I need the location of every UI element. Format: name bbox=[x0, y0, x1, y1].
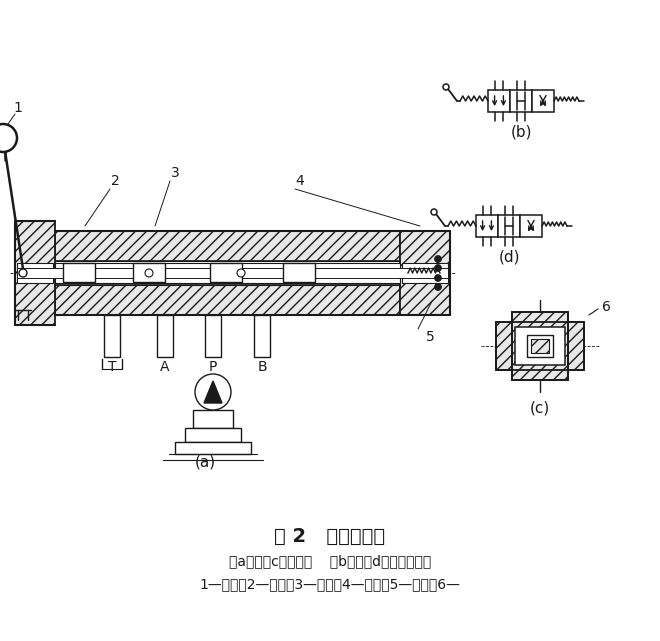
Polygon shape bbox=[204, 381, 222, 403]
Bar bbox=[63, 263, 95, 282]
Circle shape bbox=[434, 256, 442, 263]
Text: 4: 4 bbox=[296, 174, 304, 188]
Bar bbox=[532, 90, 554, 112]
Text: T: T bbox=[108, 360, 116, 374]
Text: P: P bbox=[209, 360, 217, 374]
Bar bbox=[498, 215, 520, 237]
Text: 6: 6 bbox=[601, 300, 610, 314]
Bar bbox=[175, 442, 251, 454]
Bar bbox=[254, 315, 270, 357]
Text: (b): (b) bbox=[510, 124, 532, 140]
Bar bbox=[568, 322, 584, 370]
Text: 图 2   手动换向阀: 图 2 手动换向阀 bbox=[275, 526, 385, 545]
Bar bbox=[55, 263, 400, 283]
Bar bbox=[510, 90, 532, 112]
Bar bbox=[104, 315, 120, 357]
Bar bbox=[55, 231, 400, 261]
Text: 1—手柄；2—阀芯；3—阀体；4—弹簧；5—定位；6—: 1—手柄；2—阀芯；3—阀体；4—弹簧；5—定位；6— bbox=[199, 577, 461, 591]
Bar bbox=[17, 263, 53, 283]
Bar bbox=[488, 90, 510, 112]
Bar bbox=[515, 327, 565, 365]
Circle shape bbox=[237, 269, 245, 277]
Text: (d): (d) bbox=[498, 249, 520, 265]
Text: 1: 1 bbox=[14, 101, 22, 115]
Circle shape bbox=[0, 124, 17, 152]
Bar bbox=[210, 263, 242, 282]
Bar bbox=[15, 221, 55, 325]
Bar bbox=[283, 263, 315, 282]
Bar bbox=[496, 322, 512, 370]
Text: 5: 5 bbox=[426, 330, 434, 344]
Text: (a): (a) bbox=[195, 454, 216, 469]
Bar bbox=[133, 263, 165, 282]
Text: 3: 3 bbox=[171, 166, 180, 180]
Bar bbox=[527, 335, 553, 357]
Circle shape bbox=[195, 374, 231, 410]
Bar bbox=[400, 231, 450, 315]
Circle shape bbox=[434, 265, 442, 272]
Circle shape bbox=[443, 84, 449, 90]
Bar bbox=[205, 315, 221, 357]
Circle shape bbox=[434, 283, 442, 290]
Text: A: A bbox=[160, 360, 170, 374]
Bar bbox=[531, 339, 549, 353]
Bar bbox=[193, 410, 233, 428]
Bar bbox=[520, 215, 542, 237]
Text: 2: 2 bbox=[111, 174, 119, 188]
Text: （a）、（c）结构图    （b）、（d）职能符号图: （a）、（c）结构图 （b）、（d）职能符号图 bbox=[229, 554, 431, 568]
Bar bbox=[55, 285, 400, 315]
Circle shape bbox=[434, 274, 442, 281]
Bar bbox=[512, 312, 568, 380]
Bar bbox=[157, 315, 173, 357]
Circle shape bbox=[431, 209, 437, 215]
Bar bbox=[17, 268, 448, 278]
Text: (c): (c) bbox=[530, 401, 550, 415]
Bar bbox=[496, 322, 584, 370]
Bar bbox=[402, 263, 448, 283]
Text: B: B bbox=[257, 360, 267, 374]
Circle shape bbox=[19, 269, 27, 277]
Bar bbox=[512, 312, 568, 380]
Circle shape bbox=[145, 269, 153, 277]
Bar bbox=[476, 215, 498, 237]
Bar bbox=[185, 428, 241, 442]
